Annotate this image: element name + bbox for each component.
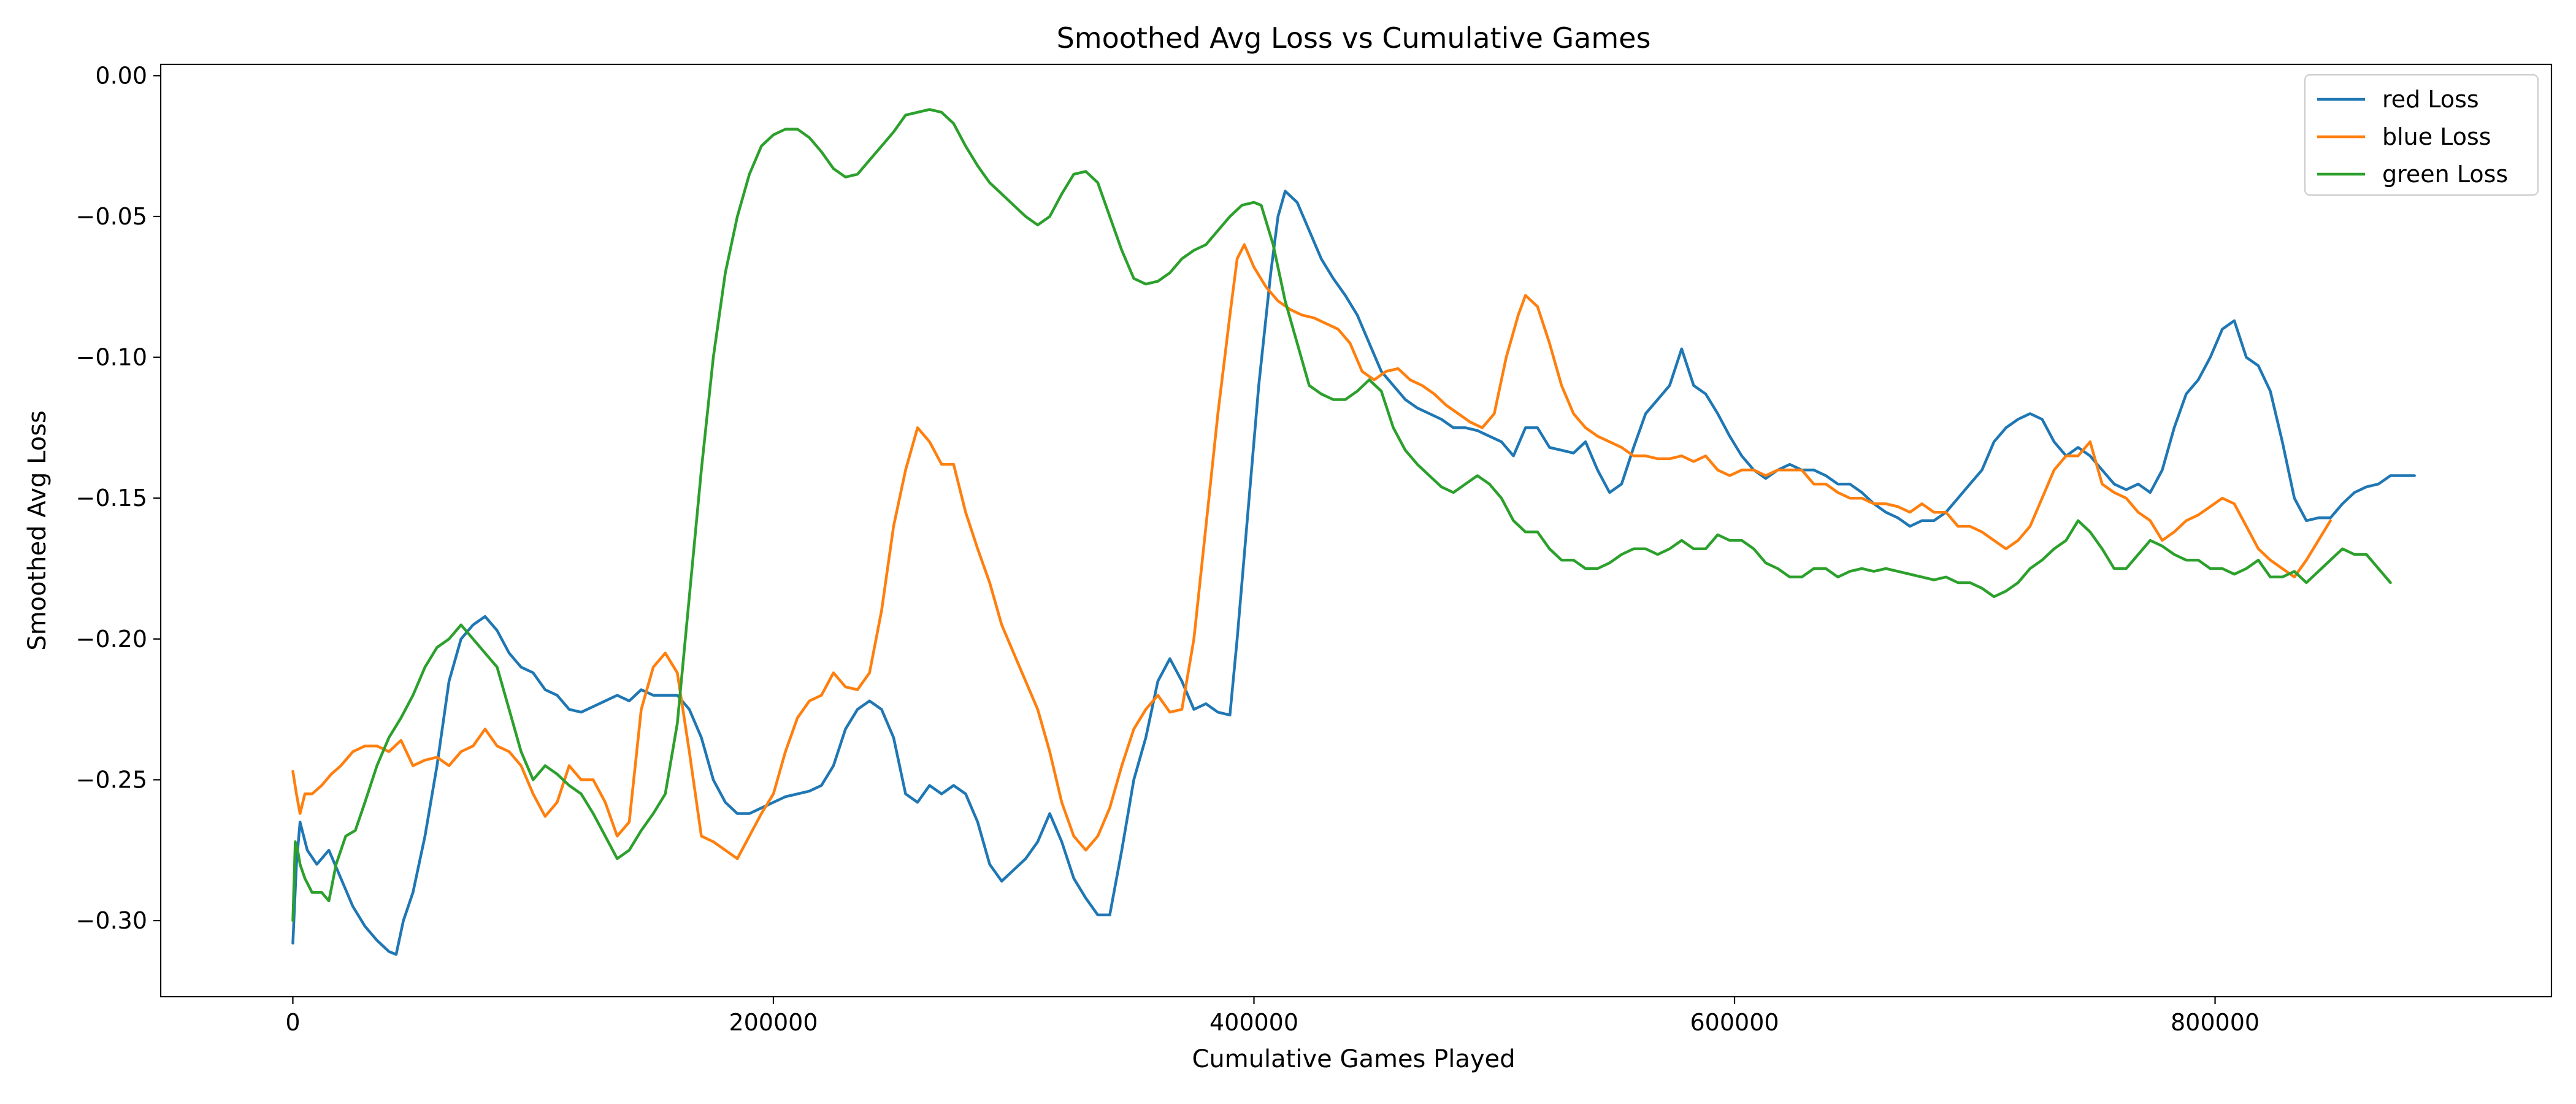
x-tick-label: 0 — [285, 1009, 300, 1036]
x-tick-label: 400000 — [1209, 1009, 1298, 1036]
y-tick-label: −0.15 — [76, 485, 147, 512]
y-tick-label: −0.05 — [76, 203, 147, 230]
legend: red Loss blue Loss green Loss — [2304, 74, 2539, 196]
legend-label: green Loss — [2382, 161, 2508, 188]
series-lines — [291, 108, 2416, 956]
x-axis: 0 200000 400000 600000 800000 — [285, 997, 2260, 1036]
legend-box — [2304, 74, 2539, 196]
y-axis-label: Smoothed Avg Loss — [23, 410, 52, 651]
plot-frame — [159, 63, 2553, 998]
series-line-blue — [291, 243, 2332, 861]
y-tick-label: −0.10 — [76, 344, 147, 371]
x-tick-label: 200000 — [729, 1009, 818, 1036]
series-line-green — [291, 108, 2392, 922]
legend-label: red Loss — [2382, 86, 2479, 113]
x-tick-label: 800000 — [2171, 1009, 2260, 1036]
series-line-red — [291, 190, 2416, 956]
y-tick-label: −0.25 — [76, 766, 147, 793]
y-tick-label: −0.30 — [76, 907, 147, 934]
y-tick-label: −0.20 — [76, 626, 147, 653]
x-axis-label: Cumulative Games Played — [1192, 1045, 1515, 1073]
chart-title: Smoothed Avg Loss vs Cumulative Games — [1057, 21, 1651, 55]
legend-label: blue Loss — [2382, 123, 2491, 150]
y-axis: 0.00 −0.05 −0.10 −0.15 −0.20 −0.25 −0.30 — [76, 62, 161, 934]
x-tick-label: 600000 — [1690, 1009, 1779, 1036]
y-tick-label: 0.00 — [95, 62, 147, 89]
